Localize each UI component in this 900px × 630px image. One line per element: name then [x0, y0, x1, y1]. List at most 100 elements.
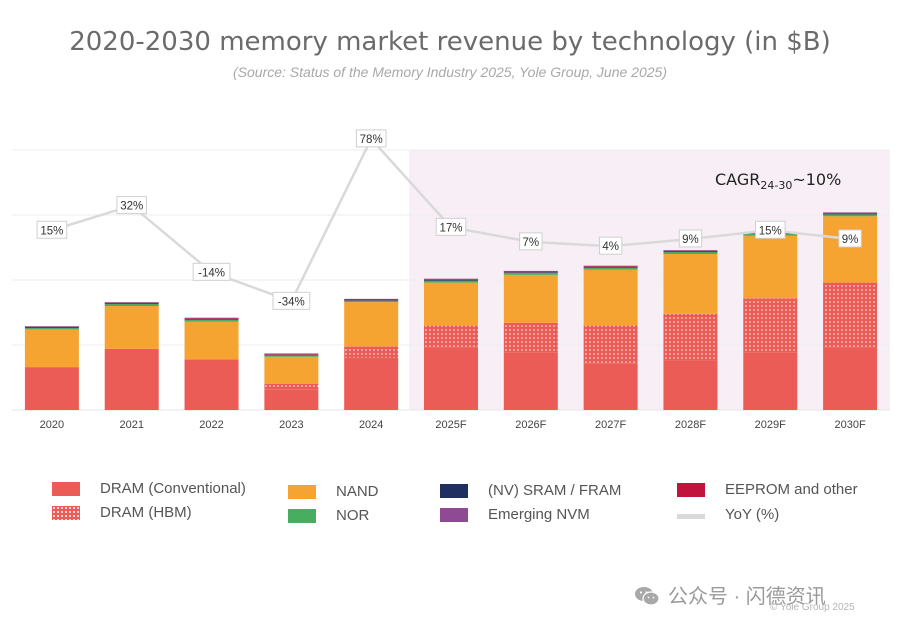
bar-emerging-nvm-2030F: [823, 212, 878, 214]
x-tick-label: 2021: [119, 419, 143, 431]
legend-label: NOR: [336, 507, 370, 524]
bar-dram-conventional-2025F: [424, 347, 478, 410]
bar-sram-fram-2020: [24, 327, 79, 329]
x-tick-label: 2027F: [595, 419, 626, 431]
yoy-label: 32%: [116, 196, 148, 215]
yoy-label: -34%: [272, 291, 311, 310]
legend-swatch: [677, 483, 705, 497]
x-tick-label: 2030F: [834, 419, 865, 431]
legend-label: (NV) SRAM / FRAM: [488, 482, 622, 499]
bar-dram-hbm-2027F: [583, 325, 638, 364]
yoy-label: 78%: [355, 129, 387, 148]
bar-eeprom-2026F: [503, 271, 558, 273]
bar-eeprom-2028F: [663, 250, 718, 252]
stacked-bar-chart: 15% 32% -14% -34% 78% 17% 7% 4% 9% 15% 9% 2020 2021…: [12, 129, 890, 431]
yoy-label: 9%: [678, 229, 703, 248]
legend-label: EEPROM and other: [725, 481, 858, 498]
bar-nand-2021: [104, 306, 159, 349]
bar-dram-conventional-2026F: [503, 352, 558, 410]
bar-nor-2028F: [663, 252, 718, 254]
bar-dram-hbm-2025F: [424, 325, 478, 348]
bar-dram-conventional-2023: [264, 389, 319, 410]
bar-dram-hbm-2023: [264, 384, 319, 390]
yoy-label: 17%: [435, 217, 467, 236]
bar-nor-2024: [344, 300, 399, 303]
bar-nand-2024: [344, 302, 399, 347]
bar-emerging-nvm-2020: [24, 326, 79, 327]
legend-swatch: [677, 514, 705, 519]
x-tick-label: 2029F: [755, 419, 786, 431]
bar-nand-2022: [184, 321, 239, 360]
legend-swatch: [52, 482, 80, 496]
svg-text:9%: 9%: [682, 234, 699, 246]
bar-nand-2028F: [663, 254, 718, 314]
bar-dram-hbm-2028F: [663, 313, 718, 361]
bar-dram-conventional-2028F: [663, 360, 718, 410]
bar-dram-conventional-2024: [344, 358, 399, 410]
svg-text:15%: 15%: [40, 225, 63, 237]
bar-nor-2030F: [823, 214, 878, 217]
bar-emerging-nvm-2024: [344, 298, 399, 300]
bar-nand-2023: [264, 356, 319, 384]
bar-nor-2025F: [424, 280, 478, 283]
bar-eeprom-2027F: [583, 266, 638, 267]
legend-label: YoY (%): [725, 506, 780, 523]
copyright: © Yole Group 2025: [770, 602, 855, 613]
bar-dram-conventional-2021: [104, 348, 159, 410]
legend-label: DRAM (Conventional): [100, 480, 246, 497]
bar-sram-fram-2028F: [663, 251, 718, 253]
bar-sram-fram-2027F: [583, 267, 638, 268]
x-tick-label: 2020: [40, 419, 64, 431]
svg-text:-14%: -14%: [198, 267, 225, 279]
bar-eeprom-2021: [104, 302, 159, 304]
x-tick-label: 2024: [359, 419, 383, 431]
x-tick-label: 2028F: [675, 419, 706, 431]
bar-sram-fram-2024: [344, 300, 399, 301]
x-tick-label: 2026F: [515, 419, 546, 431]
bar-dram-hbm-2026F: [503, 322, 558, 353]
legend-label: DRAM (HBM): [100, 504, 192, 521]
bar-eeprom-2022: [184, 318, 239, 319]
bar-nor-2022: [184, 319, 239, 322]
svg-text:32%: 32%: [120, 201, 143, 213]
yoy-label: -14%: [192, 262, 231, 281]
yoy-label: 15%: [36, 220, 68, 239]
bar-nand-2030F: [823, 216, 878, 283]
legend-swatch: [288, 485, 316, 499]
x-tick-label: 2022: [199, 419, 223, 431]
bar-emerging-nvm-2027F: [583, 265, 638, 267]
yoy-label: 15%: [754, 220, 786, 239]
bar-nor-2021: [104, 304, 159, 306]
wechat-icon: [635, 587, 660, 606]
bar-dram-conventional-2022: [184, 359, 239, 410]
yoy-label: 7%: [519, 232, 543, 251]
bar-nor-2020: [24, 328, 79, 330]
svg-text:78%: 78%: [360, 134, 383, 146]
svg-text:4%: 4%: [602, 241, 619, 253]
cagr-annotation: CAGR24-30~10%: [715, 170, 841, 192]
bar-dram-hbm-2030F: [823, 282, 878, 348]
legend-label: NAND: [336, 483, 379, 500]
legend-label: Emerging NVM: [488, 506, 590, 523]
legend-swatch: [288, 509, 316, 523]
bar-emerging-nvm-2025F: [424, 278, 478, 280]
bar-eeprom-2024: [344, 299, 399, 301]
bar-sram-fram-2026F: [503, 272, 558, 273]
bar-nand-2029F: [743, 235, 798, 299]
chart-title: 2020-2030 memory market revenue by techn…: [69, 27, 831, 57]
legend-swatch: [440, 484, 468, 498]
x-tick-label: 2025F: [435, 419, 466, 431]
bar-eeprom-2030F: [823, 213, 878, 214]
bar-sram-fram-2022: [184, 319, 239, 320]
svg-text:-34%: -34%: [278, 296, 305, 308]
bar-nand-2027F: [583, 269, 638, 326]
bar-sram-fram-2030F: [823, 213, 878, 215]
watermark: 公众号 · 闪德资讯: [634, 580, 826, 609]
bar-emerging-nvm-2022: [184, 317, 239, 319]
legend-swatch: [52, 506, 80, 520]
legend-swatch: [440, 508, 468, 522]
bar-dram-hbm-2029F: [743, 298, 798, 353]
bar-nor-2023: [264, 355, 319, 357]
bar-dram-conventional-2020: [24, 367, 79, 410]
svg-text:15%: 15%: [759, 225, 782, 237]
